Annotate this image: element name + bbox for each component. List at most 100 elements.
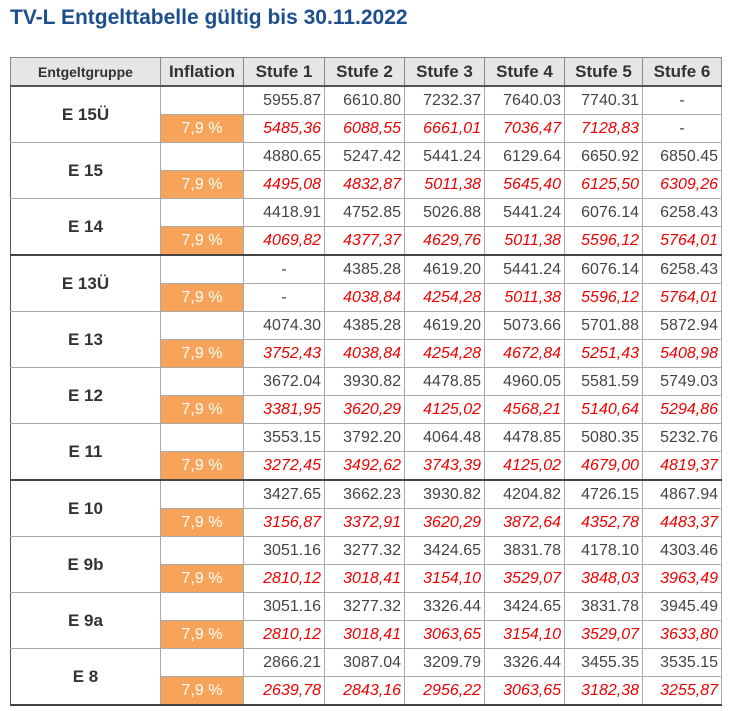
adjusted-value: 3743,39 — [404, 451, 485, 481]
base-row: E 15Ü 5955.87 6610.80 7232.37 7640.03 7740.31… — [10, 85, 722, 143]
column-header: Stufe 6 — [642, 57, 722, 87]
adjusted-value: 4038,84 — [324, 283, 405, 312]
column-header: Stufe 4 — [484, 57, 565, 87]
base-value: 3424.65 — [404, 536, 485, 565]
column-header: Inflation — [160, 57, 244, 87]
adjusted-value: 5485,36 — [243, 114, 325, 143]
base-value: 5701.88 — [564, 311, 643, 340]
adjusted-value: 3272,45 — [243, 451, 325, 481]
adjusted-value: 6125,50 — [564, 170, 643, 199]
group-name: E 14 — [10, 198, 161, 256]
adjusted-value: 3154,10 — [404, 564, 485, 593]
adjusted-value: 2639,78 — [243, 676, 325, 706]
adjusted-value: 4254,28 — [404, 283, 485, 312]
base-value: 5073.66 — [484, 311, 565, 340]
base-value: 5232.76 — [642, 423, 722, 452]
column-header: Stufe 1 — [243, 57, 325, 87]
base-value: 5581.59 — [564, 367, 643, 396]
adjusted-row: 7,9 % 2810,12 3018,41 3063,65 3154,10 3529,07… — [11, 620, 722, 649]
base-value: 3326.44 — [404, 592, 485, 621]
base-value: - — [243, 254, 325, 284]
empty-cell — [160, 648, 244, 677]
base-value: 3831.78 — [564, 592, 643, 621]
adjusted-value: 5294,86 — [642, 395, 722, 424]
base-value: 5955.87 — [243, 85, 325, 115]
base-value: 5749.03 — [642, 367, 722, 396]
adjusted-value: 5408,98 — [642, 339, 722, 368]
base-row: E 13Ü -4385.28 4619.20 5441.24 6076.14 6258.4… — [10, 254, 722, 312]
base-row: E 11 3553.15 3792.20 4064.48 4478.85 5080.35 5… — [10, 423, 722, 481]
base-value: 4064.48 — [404, 423, 485, 452]
adjusted-value: 3620,29 — [404, 508, 485, 537]
adjusted-value: 5764,01 — [642, 283, 722, 312]
base-value: 5026.88 — [404, 198, 485, 227]
base-value: 5441.24 — [404, 142, 485, 171]
adjusted-value: 6088,55 — [324, 114, 405, 143]
base-value: 2866.21 — [243, 648, 325, 677]
empty-cell — [160, 367, 244, 396]
group-name: E 12 — [10, 367, 161, 424]
base-value: 3792.20 — [324, 423, 405, 452]
page-title: TV-L Entgelttabelle gültig bis 30.11.202… — [10, 6, 408, 29]
adjusted-value: 3156,87 — [243, 508, 325, 537]
inflation-rate: 7,9 % — [160, 283, 244, 312]
base-value: 4960.05 — [484, 367, 565, 396]
adjusted-value: 6661,01 — [404, 114, 485, 143]
adjusted-value: 4819,37 — [642, 451, 722, 481]
adjusted-row: 7,9 % 3752,43 4038,84 4254,28 4672,84 5251,43… — [11, 339, 722, 368]
adjusted-value: 5645,40 — [484, 170, 565, 199]
empty-cell — [160, 479, 244, 509]
adjusted-value: 5140,64 — [564, 395, 643, 424]
base-value: 6610.80 — [324, 85, 405, 115]
adjusted-value: 4495,08 — [243, 170, 325, 199]
adjusted-value: 4352,78 — [564, 508, 643, 537]
base-row: E 12 3672.04 3930.82 4478.85 4960.05 5581.59 5… — [10, 367, 722, 424]
header-row: Entgeltgruppe Inflation Stufe 1 Stufe 2 Stuf… — [10, 57, 722, 87]
column-header: Entgeltgruppe — [10, 57, 161, 87]
base-value: 3277.32 — [324, 536, 405, 565]
group-name: E 13Ü — [10, 254, 161, 312]
base-value: 6076.14 — [564, 198, 643, 227]
base-value: 4619.20 — [404, 311, 485, 340]
base-value: 3831.78 — [484, 536, 565, 565]
base-value: 3945.49 — [642, 592, 722, 621]
adjusted-row: 7,9 % 2639,78 2843,16 2956,22 3063,65 3182,38… — [11, 676, 722, 706]
base-value: 6129.64 — [484, 142, 565, 171]
adjusted-value: 3752,43 — [243, 339, 325, 368]
inflation-rate: 7,9 % — [160, 508, 244, 537]
base-value: 3424.65 — [484, 592, 565, 621]
base-value: 4418.91 — [243, 198, 325, 227]
base-value: 4385.28 — [324, 254, 405, 284]
group-name: E 15Ü — [10, 85, 161, 143]
inflation-rate: 7,9 % — [160, 395, 244, 424]
base-value: 4478.85 — [484, 423, 565, 452]
empty-cell — [160, 592, 244, 621]
inflation-rate: 7,9 % — [160, 339, 244, 368]
adjusted-value: 2810,12 — [243, 620, 325, 649]
empty-cell — [160, 85, 244, 115]
base-value: 3277.32 — [324, 592, 405, 621]
base-value: 4478.85 — [404, 367, 485, 396]
base-value: 3930.82 — [404, 479, 485, 509]
inflation-rate: 7,9 % — [160, 620, 244, 649]
group-name: E 8 — [10, 648, 161, 706]
group-name: E 10 — [10, 479, 161, 537]
adjusted-value: - — [243, 283, 325, 312]
base-value: 4880.65 — [243, 142, 325, 171]
adjusted-value: 5011,38 — [484, 226, 565, 256]
adjusted-value: 4125,02 — [484, 451, 565, 481]
adjusted-value: 5011,38 — [484, 283, 565, 312]
adjusted-row: 7,9 % 4069,82 4377,37 4629,76 5011,38 5596,12… — [11, 226, 722, 256]
salary-table: Entgeltgruppe Inflation Stufe 1 Stufe 2 Stuf… — [10, 57, 722, 706]
base-value: 3326.44 — [484, 648, 565, 677]
base-value: 4303.46 — [642, 536, 722, 565]
base-value: 3535.15 — [642, 648, 722, 677]
base-value: 7740.31 — [564, 85, 643, 115]
base-value: 6258.43 — [642, 254, 722, 284]
empty-cell — [160, 198, 244, 227]
table-body: E 15Ü 5955.87 6610.80 7232.37 7640.03 7740.31… — [10, 85, 722, 706]
adjusted-value: 3255,87 — [642, 676, 722, 706]
adjusted-value: 3633,80 — [642, 620, 722, 649]
base-value: 4178.10 — [564, 536, 643, 565]
